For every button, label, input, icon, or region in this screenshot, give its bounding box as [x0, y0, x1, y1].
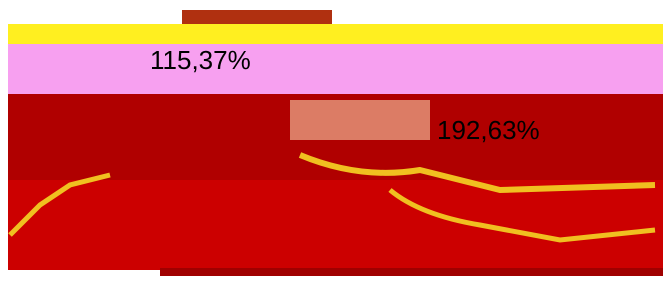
red-band — [8, 180, 663, 270]
yellow-band — [8, 24, 663, 46]
page: 115,37% 192,63% (() => { const data = JS… — [0, 0, 663, 284]
label: 115,37% — [150, 45, 251, 75]
bottom-strip — [160, 268, 663, 276]
label: 192,63% — [437, 115, 540, 145]
top-blot — [182, 10, 332, 24]
light-patch — [290, 100, 430, 140]
screenshot: 115,37% 192,63% — [0, 0, 663, 284]
pink-band — [8, 44, 663, 96]
